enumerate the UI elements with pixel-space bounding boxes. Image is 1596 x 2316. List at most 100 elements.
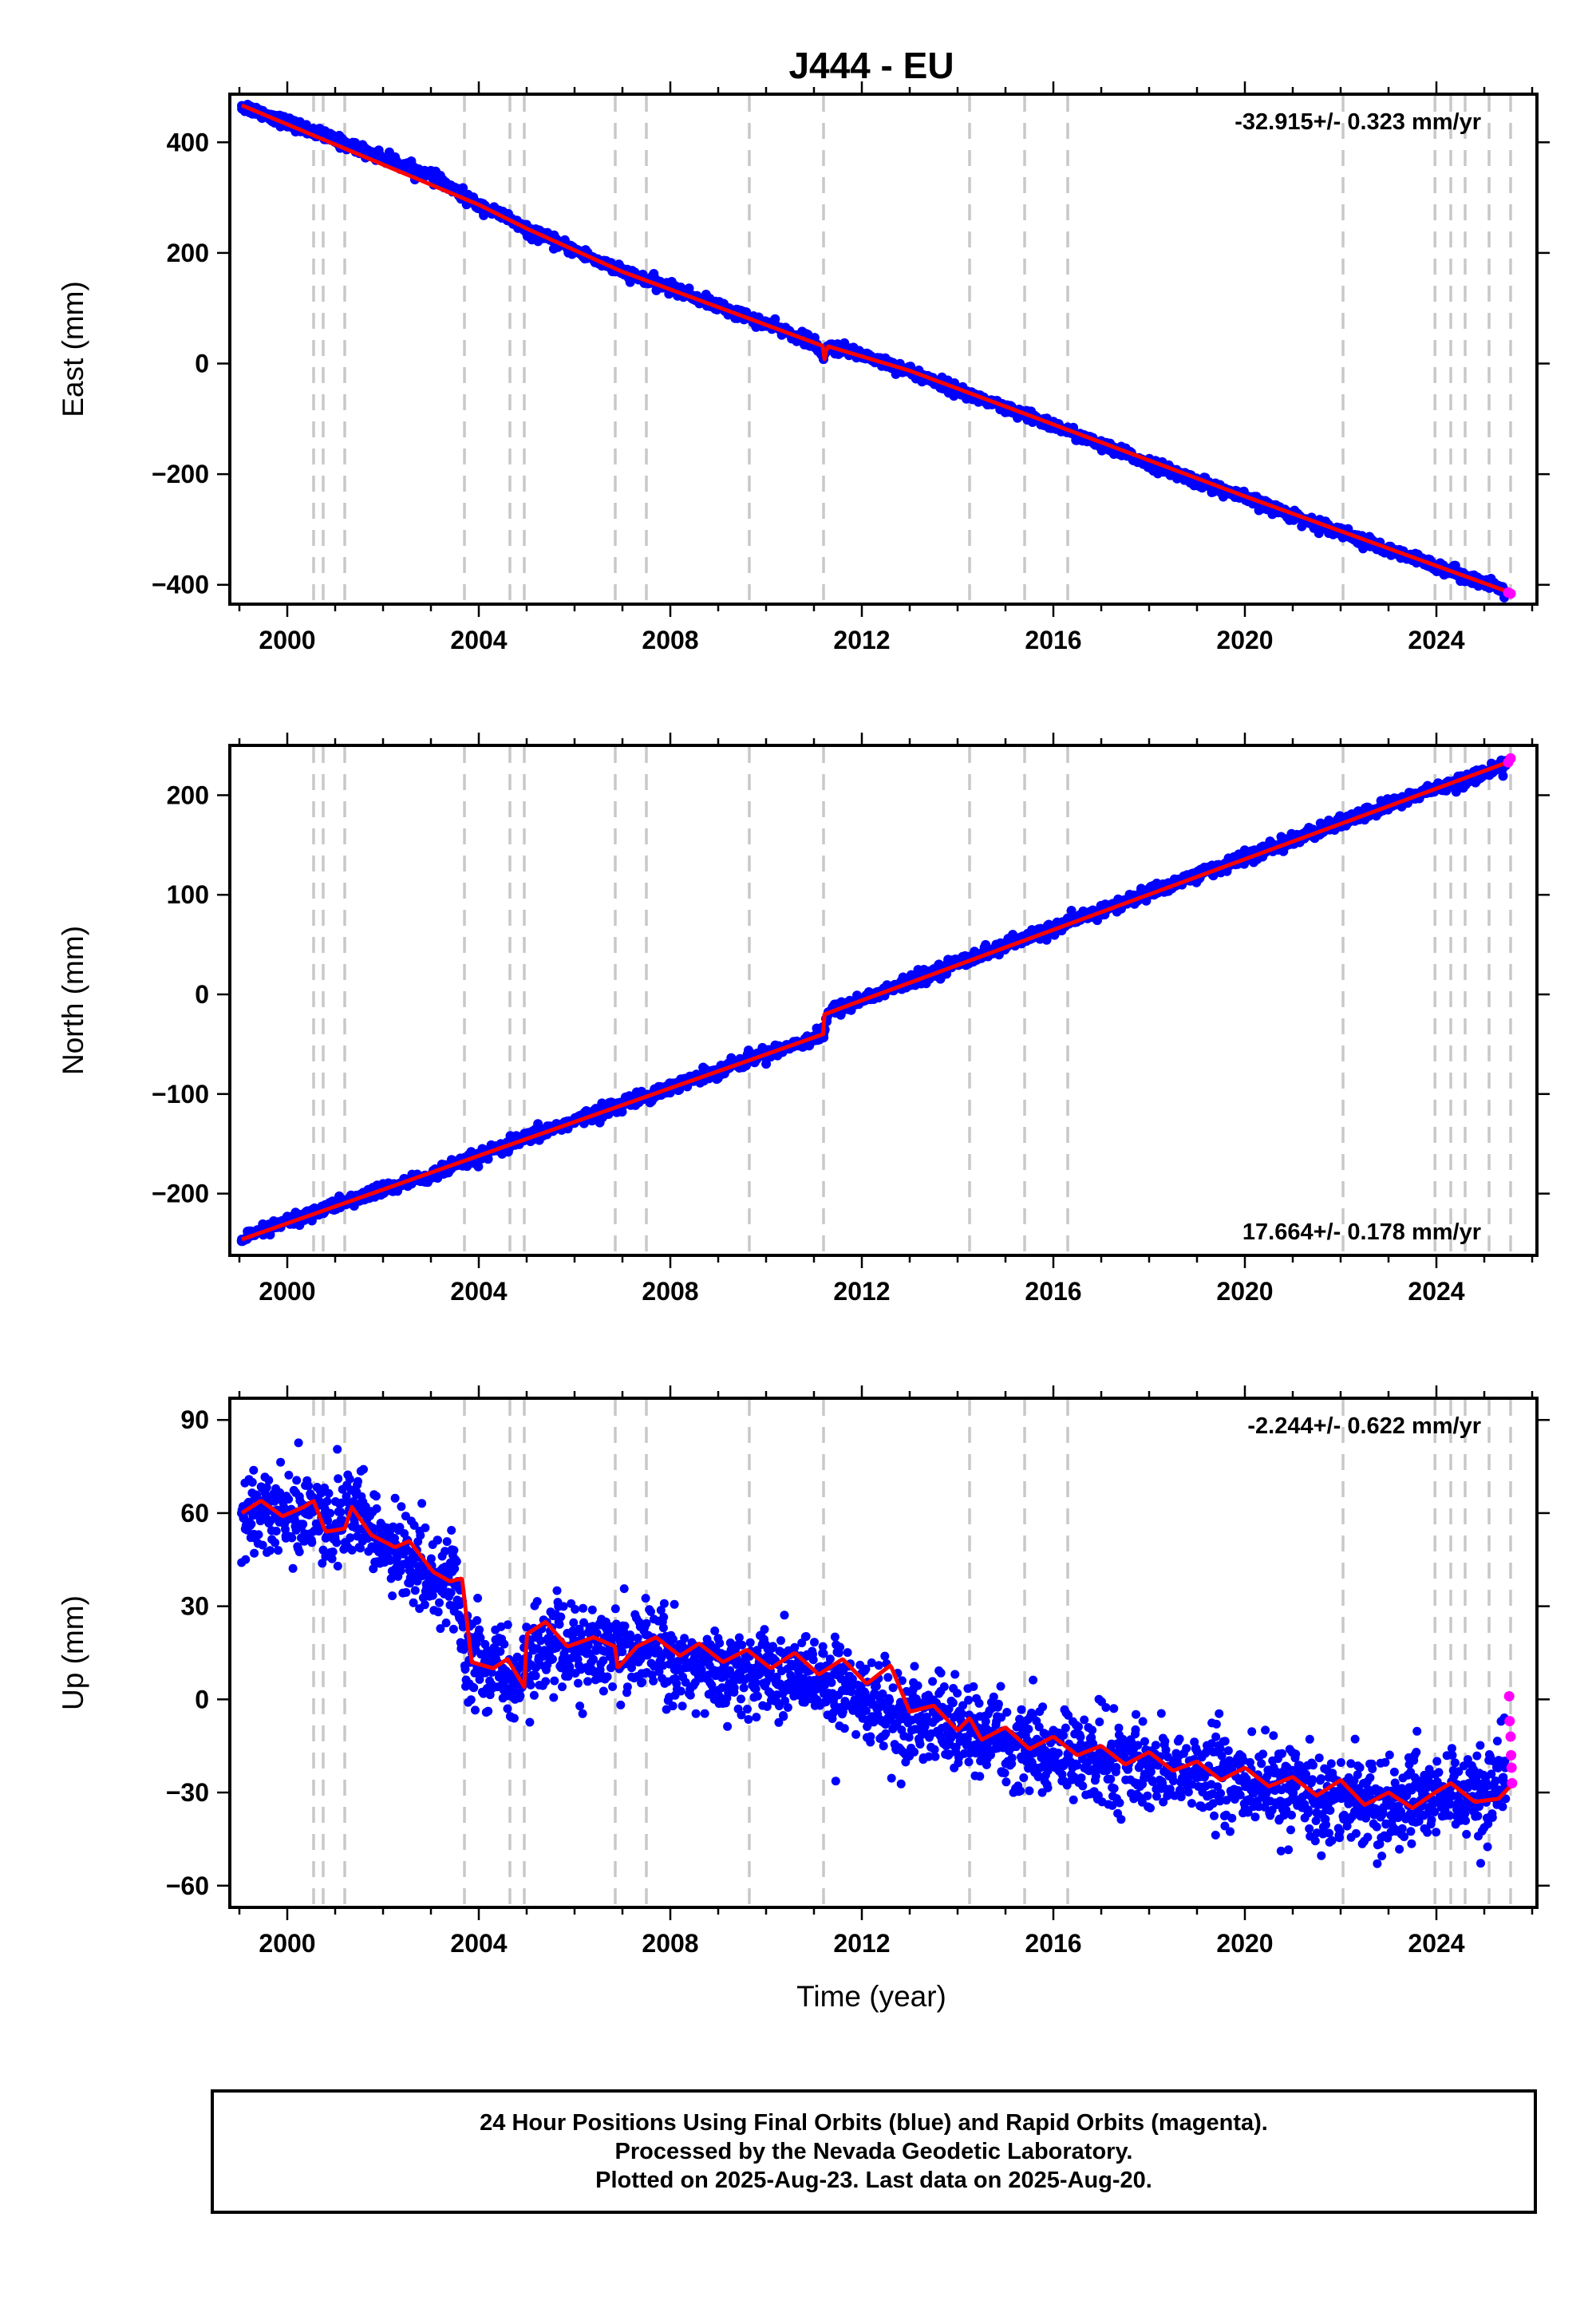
data-point [780,1611,789,1620]
data-point [745,1638,755,1647]
data-point [761,1059,772,1069]
data-point [649,1676,658,1686]
data-point [525,1717,535,1727]
data-point [681,1678,690,1687]
data-point [254,1530,263,1539]
data-point [801,1632,811,1641]
data-point [428,1591,437,1600]
data-point [678,1701,687,1711]
data-point [262,1483,271,1492]
data-point [861,1706,871,1715]
data-point [433,1607,443,1617]
data-layer [237,1438,1518,1868]
data-point [440,1547,450,1556]
data-point [723,1721,733,1731]
data-point [346,1533,355,1543]
data-point [271,1538,280,1547]
data-point [825,1654,835,1664]
data-point [646,1607,655,1616]
north-panel: 2000 2004 2008 2012 2016 2020 2024−200−1000100… [57,733,1550,1306]
data-point [396,1566,405,1575]
data-point [324,1488,334,1498]
data-point [459,1645,468,1654]
data-point [447,1526,456,1535]
data-point [654,1667,664,1677]
data-point [658,1661,668,1670]
data-point [247,1477,257,1487]
data-point [388,1591,397,1601]
data-point [356,1543,365,1553]
y-tick-label: −100 [152,1080,209,1109]
data-point [475,1625,484,1634]
data-point [770,314,780,324]
data-point [371,1492,381,1501]
data-point [421,1523,430,1532]
data-point [549,1693,559,1702]
data-point [762,1701,772,1711]
data-point [556,1612,566,1622]
data-point [307,1538,317,1547]
data-point [541,1677,551,1686]
data-point [336,1508,346,1517]
data-point [792,1674,802,1683]
data-point [760,1625,769,1634]
data-point [347,1545,357,1555]
data-point [410,1586,420,1595]
data-point [250,1548,259,1558]
data-point [617,1107,627,1117]
data-point [274,1546,283,1555]
data-point [529,1690,539,1700]
data-point [657,1653,666,1662]
plot-frame [228,744,1539,1257]
data-point [435,1598,444,1607]
data-point [587,1605,597,1614]
data-point [500,1639,509,1649]
data-point [668,1634,678,1644]
data-point [761,1678,771,1687]
data-point [830,1632,839,1642]
data-point [743,1705,752,1713]
data-point [851,1729,861,1739]
data-point [458,183,468,193]
data-point [409,1520,419,1530]
data-point [610,1604,620,1614]
data-point [292,1476,302,1485]
data-point [441,1618,451,1627]
data-point [810,1638,819,1647]
data-point [390,1493,400,1503]
rate-label: -32.915+/- 0.323 mm/yr [1235,109,1481,135]
data-point [1498,771,1508,781]
y-tick-label: −400 [152,571,209,599]
data-point [417,1499,427,1508]
data-point [808,1655,818,1665]
x-tick-label: 2020 [1216,626,1273,654]
x-tick-label: 2016 [1025,1277,1081,1306]
data-point [739,1683,749,1693]
data-point [616,1700,626,1709]
data-point [592,1629,602,1638]
data-point [496,1622,506,1631]
data-point [608,1682,618,1691]
data-point [659,1612,669,1622]
data-point [780,1696,790,1705]
data-point [314,1527,323,1536]
data-point [866,1732,875,1741]
data-point [397,1502,406,1512]
data-point [249,1465,259,1475]
data-point [715,1638,725,1648]
data-point [258,1540,267,1550]
y-tick-label: 0 [195,980,209,1009]
model-line [241,758,1514,1242]
data-point [575,1701,585,1711]
rapid-orbit-point [1505,588,1516,599]
data-point [598,1686,608,1696]
data-point [244,1497,254,1507]
data-point [496,1646,505,1656]
rapid-orbit-point [1505,753,1516,764]
data-point [569,1618,579,1627]
data-point [266,1516,275,1525]
data-point [638,1678,647,1687]
data-point [369,1564,378,1574]
data-point [579,1603,588,1613]
